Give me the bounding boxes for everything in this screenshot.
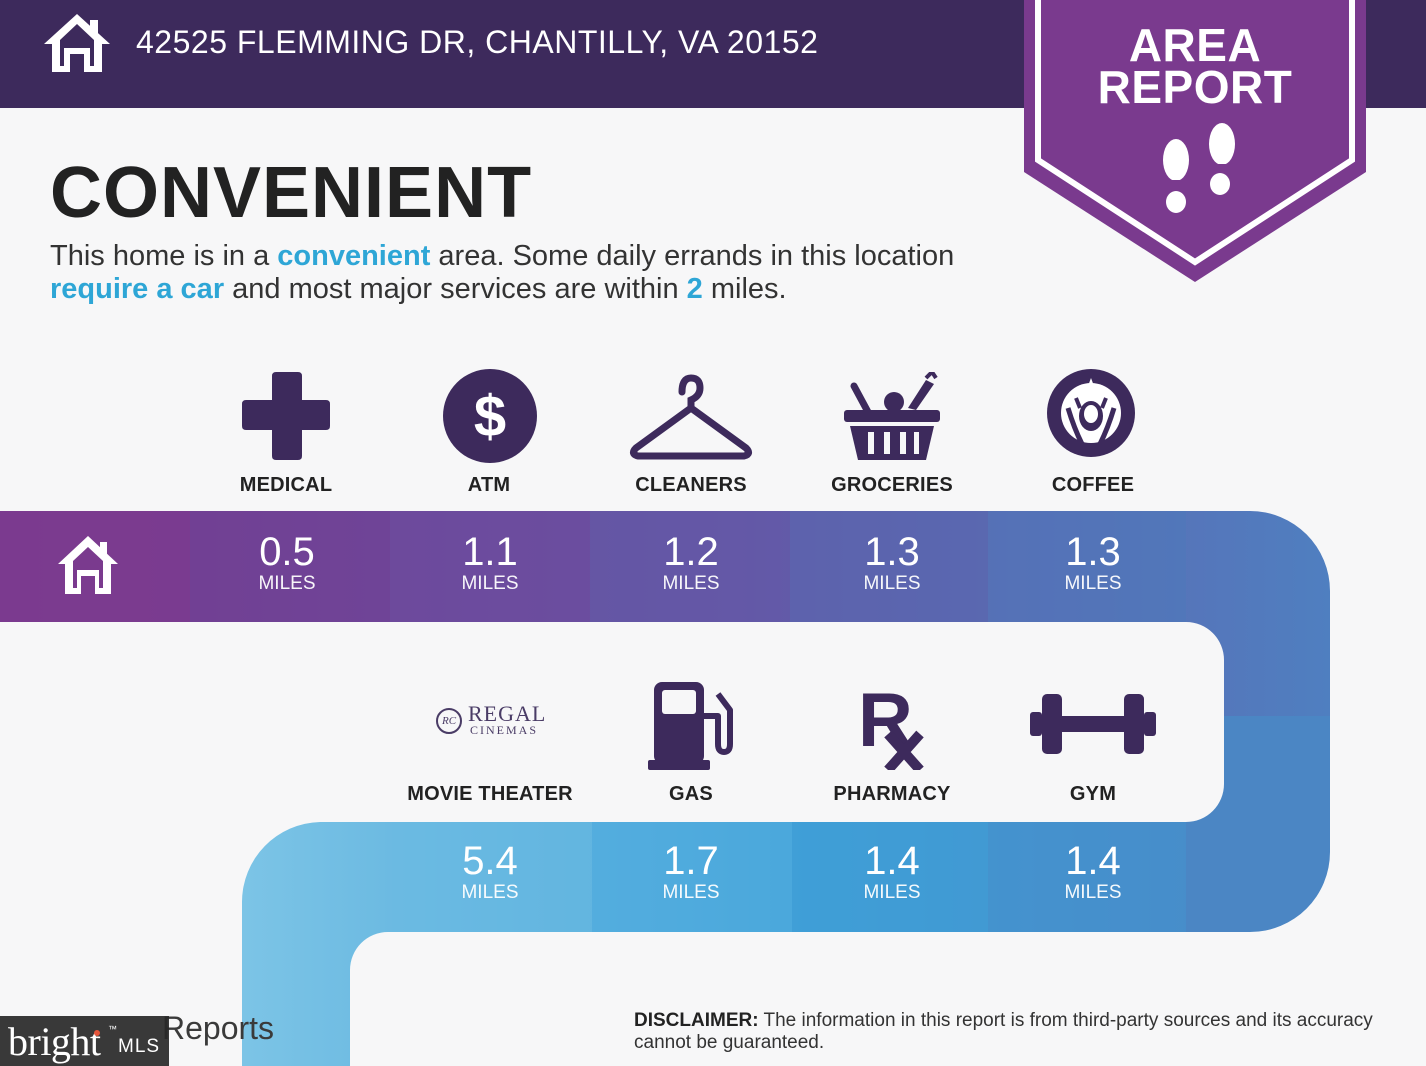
category-label-gas: GAS: [669, 783, 713, 805]
category-label-gym: GYM: [1069, 783, 1117, 805]
distance-cell-medical: 0.5 MILES: [258, 530, 316, 594]
regal-cinemas-logo: RC REGAL CINEMAS: [436, 702, 546, 742]
distance-cell-cleaners: 1.2 MILES: [662, 530, 720, 594]
regal-cinemas-word: REGAL: [468, 701, 547, 726]
distance-cell-gym: 1.4 MILES: [1064, 839, 1122, 903]
category-label-movie-theater: MOVIE THEATER: [407, 783, 573, 805]
distance-cell-coffee: 1.3 MILES: [1064, 530, 1122, 594]
brand-reports-text: Reports: [162, 1010, 275, 1046]
mls-trademark: ™: [108, 1024, 117, 1034]
category-label-pharmacy: PHARMACY: [833, 783, 951, 805]
dollar-icon: $: [443, 369, 537, 463]
category-label-medical: MEDICAL: [239, 474, 333, 496]
badge-title: AREA REPORT: [1097, 19, 1293, 113]
intro-text: This home is in a convenient area. Some …: [50, 240, 955, 305]
category-label-coffee: COFFEE: [1051, 474, 1135, 496]
rx-icon: R: [858, 682, 924, 770]
regal-cinemas-sub: CINEMAS: [470, 723, 539, 737]
medical-cross-icon: [242, 372, 330, 460]
disclaimer: DISCLAIMER: The information in this repo…: [634, 1010, 1373, 1053]
house-icon: [44, 14, 110, 72]
footprints-icon: [1163, 123, 1235, 213]
mls-dot-icon: [94, 1030, 100, 1036]
dumbbell-icon: [1030, 694, 1156, 754]
category-label-atm: ATM: [467, 474, 511, 496]
distance-cell-gas: 1.7 MILES: [662, 839, 720, 903]
bright-mls-watermark: bright ™ MLS: [0, 1016, 169, 1066]
area-report-badge: [1024, 0, 1366, 282]
distance-cell-pharmacy: 1.4 MILES: [863, 839, 921, 903]
svg-text:$: $: [474, 384, 506, 449]
distance-cell-atm: 1.1 MILES: [461, 530, 519, 594]
mls-bright-text: bright: [8, 1019, 101, 1064]
distance-cell-groceries: 1.3 MILES: [863, 530, 921, 594]
hanger-icon: [629, 374, 753, 460]
gas-pump-icon: [648, 682, 733, 770]
distance-cell-movie-theater: 5.4 MILES: [461, 839, 519, 903]
grocery-basket-icon: [844, 372, 940, 460]
category-label-groceries: GROCERIES: [831, 474, 953, 496]
starbucks-logo-icon: [1047, 369, 1135, 457]
page-title: CONVENIENT: [50, 153, 533, 233]
property-address: 42525 FLEMMING DR, CHANTILLY, VA 20152: [136, 24, 819, 60]
start-home-icon: [58, 536, 118, 594]
regal-cinemas-mark: RC: [436, 708, 462, 734]
mls-text: MLS: [118, 1036, 161, 1057]
category-label-cleaners: CLEANERS: [635, 474, 747, 496]
